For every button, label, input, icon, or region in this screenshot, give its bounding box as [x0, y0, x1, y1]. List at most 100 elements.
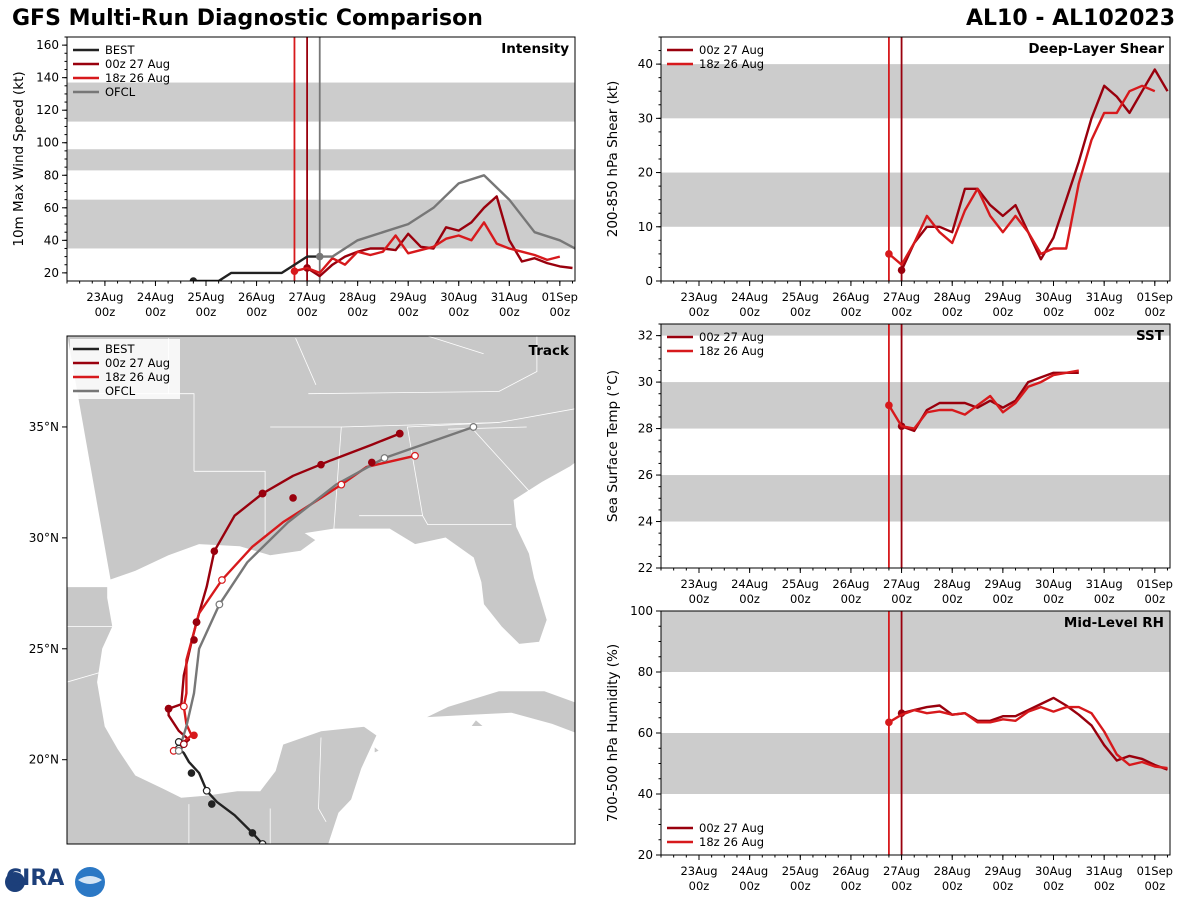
shear-xtick-label-hour: 00z [891, 305, 912, 319]
sst-xtick-label-hour: 00z [993, 592, 1014, 606]
sst-ytick-label: 26 [638, 468, 653, 482]
track-legend-label: 18z 26 Aug [105, 370, 170, 384]
intensity-ytick-label: 20 [44, 266, 59, 280]
state-border [341, 408, 575, 428]
track-map-area [67, 336, 575, 844]
sst-band-1 [661, 382, 1170, 429]
shear-band-0 [661, 172, 1170, 227]
intensity-xtick-label-hour: 00z [246, 305, 267, 319]
shear-xtick-label-date: 28Aug [934, 290, 971, 304]
intensity-xtick-label-hour: 00z [549, 305, 570, 319]
state-border [470, 426, 530, 492]
intensity-xtick-label-hour: 00z [499, 305, 520, 319]
intensity-band-0 [67, 199, 575, 249]
rh-ytick-label: 20 [638, 848, 653, 862]
rh-xtick-label-date: 30Aug [1035, 864, 1072, 878]
sst-band-0 [661, 475, 1170, 522]
shear-xtick-label-date: 25Aug [782, 290, 819, 304]
state-border [447, 426, 527, 430]
sst-xtick-label-date: 26Aug [832, 577, 869, 591]
track-marker-run00z [317, 460, 325, 469]
track-marker-best [187, 769, 196, 777]
track-point-best [258, 840, 267, 844]
track-point-run18z [218, 576, 226, 584]
rh-xtick-label-date: 27Aug [883, 864, 920, 878]
intensity-xtick-label-hour: 00z [196, 305, 217, 319]
sst-plot-area [661, 324, 1170, 568]
intensity-panel: 2040608010012014016023Aug00z24Aug00z25Au… [11, 36, 578, 319]
sst-xtick-label-date: 01Sep [1137, 577, 1173, 591]
rh-band-1 [661, 611, 1170, 672]
intensity-xtick-label-date: 01Sep [542, 290, 578, 304]
sst-xtick-label-hour: 00z [1043, 592, 1064, 606]
intensity-ytick-label: 140 [36, 71, 59, 85]
track-frame [66, 335, 576, 845]
sst-band-2 [661, 324, 1170, 336]
shear-series-run00z [900, 68, 1169, 271]
intensity-series-run18z [294, 221, 561, 275]
track-lat-label: 30°N [29, 531, 59, 545]
track-lat-label: 35°N [29, 420, 59, 434]
sst-series-run18z [887, 369, 1080, 430]
track-marker-run00z [164, 704, 173, 713]
sst-xtick-label-date: 25Aug [782, 577, 819, 591]
storm-id-title: AL10 - AL102023 [966, 6, 1175, 31]
intensity-series-ofcl [319, 174, 575, 258]
sst-xtick-label-date: 31Aug [1086, 577, 1123, 591]
intensity-xtick-label-date: 26Aug [238, 290, 275, 304]
shear-plot-area [661, 37, 1170, 281]
rh-start-point-run18z [885, 718, 893, 727]
cira-logo-mark [5, 867, 105, 897]
track-legend-label: OFCL [105, 384, 136, 398]
state-border [427, 336, 484, 355]
sst-xtick-label-hour: 00z [739, 592, 760, 606]
track-marker-run00z [190, 636, 198, 644]
rh-xtick-label-date: 29Aug [984, 864, 1021, 878]
intensity-xtick-label-hour: 00z [297, 305, 318, 319]
state-border [194, 470, 266, 538]
shear-ytick-label: 40 [638, 57, 653, 71]
intensity-xtick-label-hour: 00z [398, 305, 419, 319]
shear-band-1 [661, 64, 1170, 119]
track-point-ofcl [380, 454, 389, 462]
track-point-ofcl [215, 600, 224, 609]
rh-xtick-label-hour: 00z [790, 879, 811, 893]
intensity-band-2 [67, 82, 575, 122]
sst-ytick-label: 28 [638, 422, 653, 436]
sst-legend-label: 00z 27 Aug [699, 330, 764, 344]
shear-xtick-label-hour: 00z [942, 305, 963, 319]
shear-ytick-label: 0 [645, 274, 653, 288]
intensity-ytick-label: 120 [36, 103, 59, 117]
intensity-ytick-label: 100 [36, 136, 59, 150]
state-border [318, 737, 327, 822]
shear-xtick-label-hour: 00z [739, 305, 760, 319]
track-title: Track [529, 343, 570, 359]
intensity-xtick-label-date: 28Aug [339, 290, 376, 304]
rh-ytick-label: 60 [638, 726, 653, 740]
shear-xtick-label-date: 24Aug [731, 290, 768, 304]
track-point-ofcl [469, 423, 478, 431]
logo-dot-icon [5, 872, 25, 892]
shear-series-run18z [888, 84, 1156, 266]
rh-legend-label: 18z 26 Aug [699, 835, 764, 849]
rh-xtick-label-date: 25Aug [782, 864, 819, 878]
rh-xtick-label-hour: 00z [739, 879, 760, 893]
rh-xtick-label-hour: 00z [1043, 879, 1064, 893]
rh-ytick-label: 100 [630, 604, 653, 618]
rh-xtick-label-hour: 00z [689, 879, 710, 893]
track-point-ofcl [174, 746, 183, 755]
intensity-xtick-label-hour: 00z [95, 305, 116, 319]
track-ofcl [177, 425, 474, 752]
rh-xtick-label-date: 23Aug [680, 864, 717, 878]
rh-xtick-label-date: 24Aug [731, 864, 768, 878]
shear-xtick-label-date: 01Sep [1137, 290, 1173, 304]
intensity-xtick-label-date: 24Aug [137, 290, 174, 304]
rh-ylabel: 700-500 hPa Humidity (%) [605, 644, 621, 822]
sst-xtick-label-date: 23Aug [680, 577, 717, 591]
intensity-start-point-best [189, 277, 198, 281]
track-point-best [202, 786, 211, 795]
shear-title: Deep-Layer Shear [1028, 41, 1164, 57]
track-point-run18z [179, 702, 188, 711]
shear-start-point-run18z [885, 250, 893, 258]
